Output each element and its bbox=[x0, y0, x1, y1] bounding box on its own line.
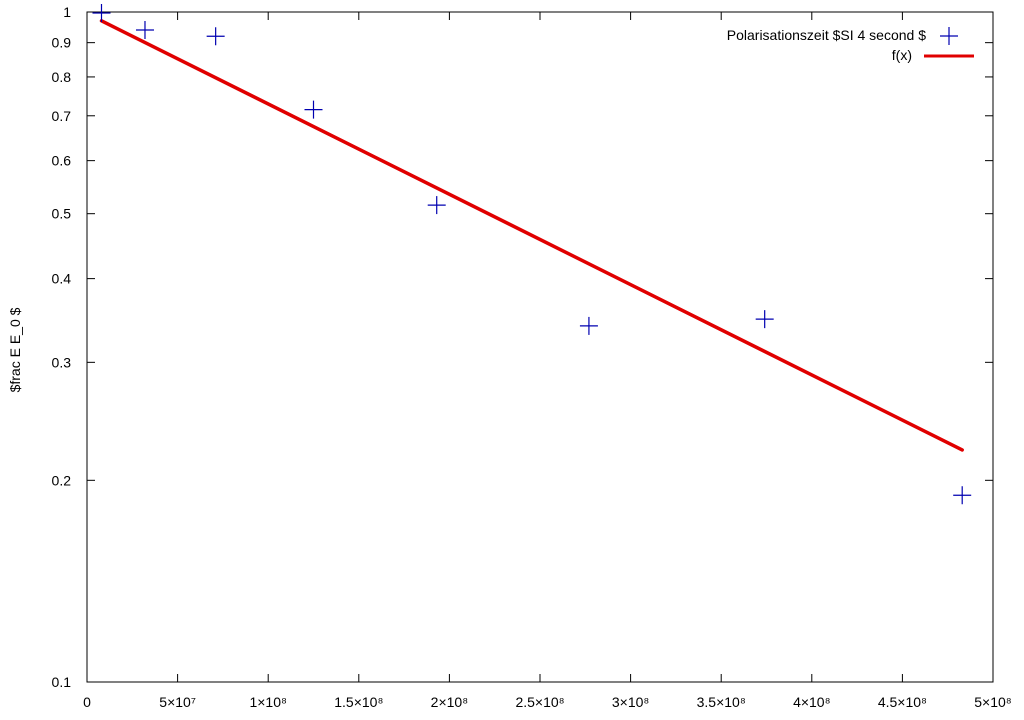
x-tick-label: 5×10⁷ bbox=[159, 694, 196, 710]
data-point bbox=[953, 486, 972, 505]
legend-label-fit: f(x) bbox=[892, 47, 912, 63]
data-point bbox=[206, 27, 225, 46]
data-point bbox=[755, 310, 774, 329]
y-tick-label: 0.8 bbox=[52, 69, 72, 85]
data-point bbox=[92, 4, 111, 22]
legend-plus bbox=[940, 27, 958, 45]
x-tick-label: 4×10⁸ bbox=[793, 694, 831, 710]
y-tick-label: 0.5 bbox=[52, 206, 72, 222]
y-tick-labels: 0.1 0.2 0.3 0.4 0.5 0.6 0.7 0.8 0.9 1 bbox=[52, 4, 72, 690]
x-tick-label: 3.5×10⁸ bbox=[697, 694, 746, 710]
y-tick-label: 0.2 bbox=[52, 472, 72, 488]
data-point bbox=[135, 21, 154, 40]
x-tick-label: 2.5×10⁸ bbox=[515, 694, 564, 710]
y-tick-label: 0.9 bbox=[52, 35, 72, 51]
y-tick-label: 0.6 bbox=[52, 153, 72, 169]
plot-frame bbox=[86, 11, 994, 683]
x-tick-label: 5×10⁸ bbox=[974, 694, 1012, 710]
y-tick-label: 0.7 bbox=[52, 108, 72, 124]
data-point bbox=[427, 196, 446, 215]
legend-marker-points bbox=[940, 27, 958, 45]
legend-label-points: Polarisationszeit $SI 4 second $ bbox=[727, 27, 926, 43]
y-axis-label: $frac E E_0 $ bbox=[7, 307, 23, 392]
x-tick-label: 0 bbox=[83, 694, 91, 710]
data-point bbox=[579, 316, 598, 335]
x-tick-label: 3×10⁸ bbox=[612, 694, 650, 710]
x-tick-label: 1×10⁸ bbox=[249, 694, 287, 710]
y-tick-label: 0.1 bbox=[52, 674, 72, 690]
fit-line bbox=[99, 19, 964, 452]
x-tick-label: 1.5×10⁸ bbox=[334, 694, 383, 710]
data-point bbox=[304, 100, 323, 119]
axis-ticks bbox=[86, 11, 994, 683]
series-layer bbox=[92, 4, 972, 505]
x-tick-labels: 0 5×10⁷ 1×10⁸ 1.5×10⁸ 2×10⁸ 2.5×10⁸ 3×10⁸ 3.5×1… bbox=[83, 694, 1012, 710]
y-tick-label: 1 bbox=[63, 4, 71, 20]
y-tick-label: 0.4 bbox=[52, 271, 72, 287]
x-tick-label: 2×10⁸ bbox=[431, 694, 469, 710]
y-tick-label: 0.3 bbox=[52, 354, 72, 370]
x-tick-label: 4.5×10⁸ bbox=[878, 694, 927, 710]
legend: Polarisationszeit $SI 4 second $ f(x) bbox=[727, 27, 974, 63]
